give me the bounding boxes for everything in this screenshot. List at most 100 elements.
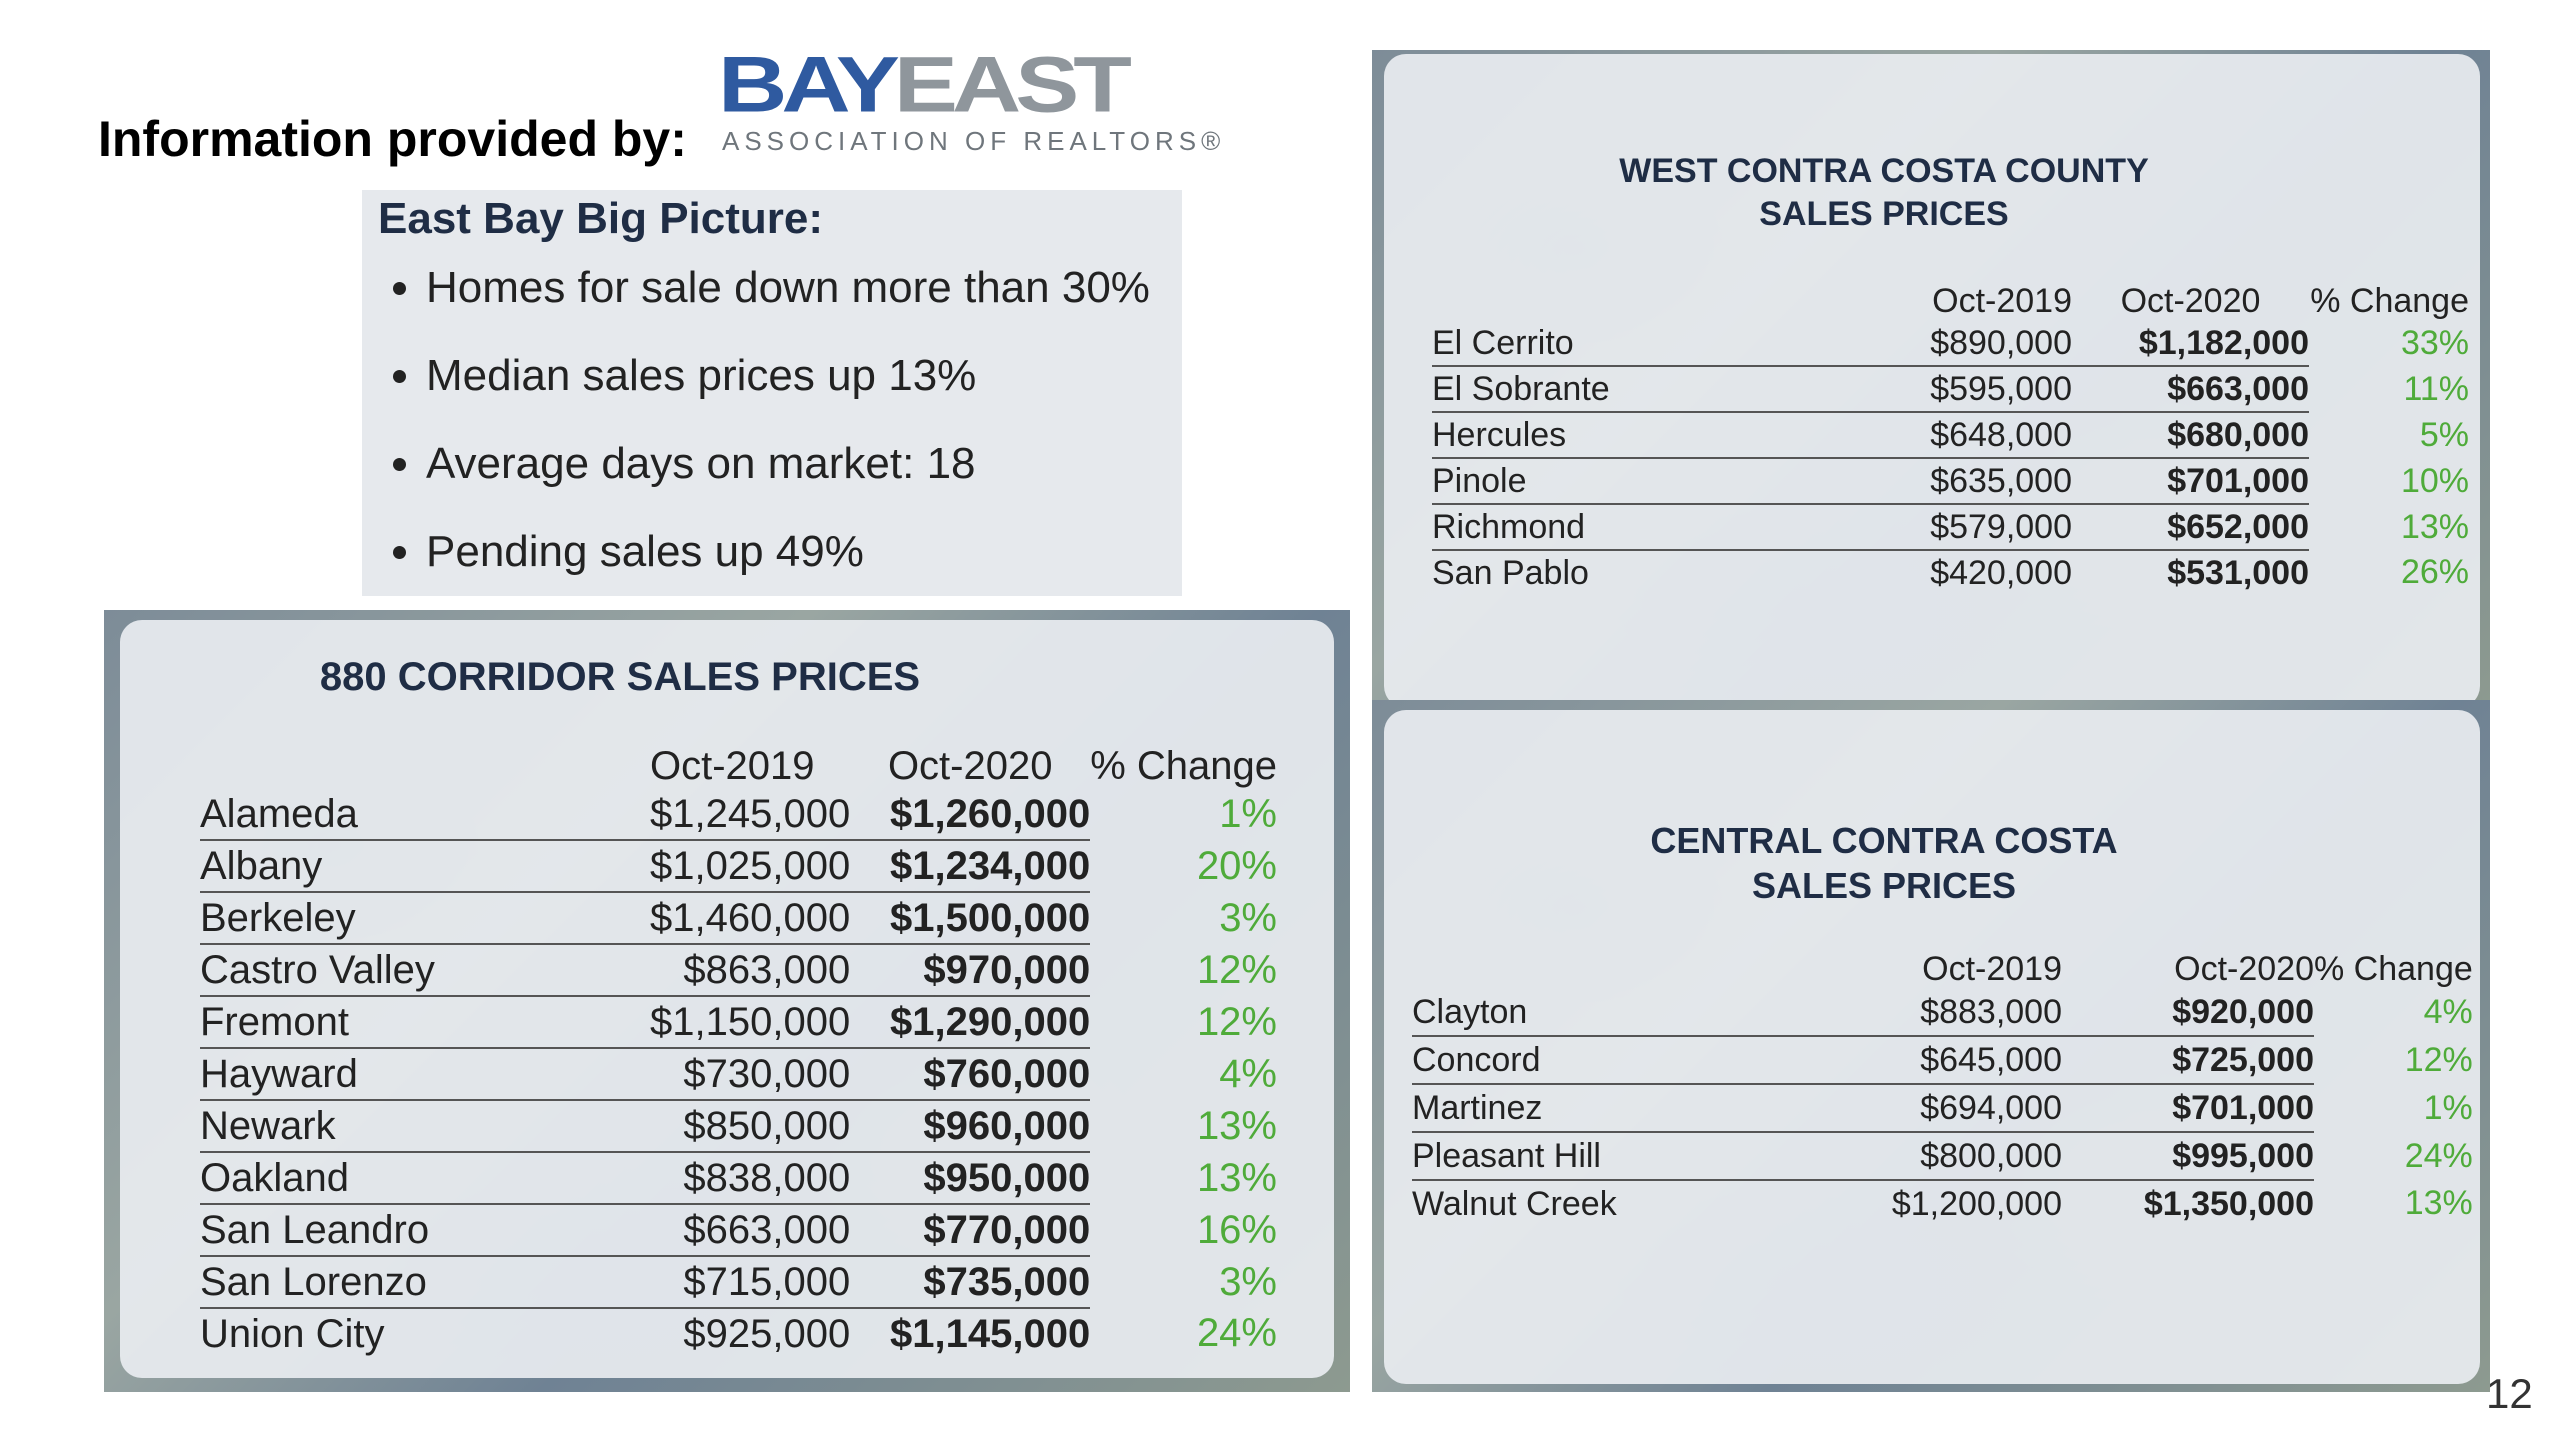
oct2019-cell: $595,000 [1872,366,2072,413]
table-row: Castro Valley $863,000 $970,000 12% [200,944,1277,997]
oct2020-cell: $760,000 [850,1048,1091,1101]
city-cell: Hercules [1432,412,1872,459]
column-header: Oct-2019 [1932,282,2072,320]
city-cell: Hayward [200,1048,650,1101]
column-header: Oct-2020 [887,744,1053,788]
city-cell: Concord [1412,1036,1862,1085]
change-cell: 33% [2400,324,2469,362]
column-header: % Change [2310,282,2469,320]
change-cell: 5% [2419,415,2469,454]
corridor-880-card: 880 CORRIDOR SALES PRICES Oct-2019 Oct-2… [120,620,1334,1378]
oct2019-cell: $694,000 [1862,1084,2062,1133]
city-cell: Richmond [1432,504,1872,551]
big-picture-title: East Bay Big Picture: [378,194,824,243]
column-header: Oct-2019 [650,744,815,788]
change-cell: 4% [1219,1051,1277,1096]
table-row: Walnut Creek $1,200,000 $1,350,000 13% [1412,1180,2473,1227]
central-contra-costa-map-panel: CENTRAL CONTRA COSTA SALES PRICES Oct-20… [1372,700,2490,1392]
table-row: San Lorenzo $715,000 $735,000 3% [200,1256,1277,1309]
central-contra-costa-card: CENTRAL CONTRA COSTA SALES PRICES Oct-20… [1384,710,2480,1384]
oct2020-cell: $701,000 [2072,458,2309,505]
west-contra-costa-card: WEST CONTRA COSTA COUNTY SALES PRICES Oc… [1384,54,2480,708]
table-row: Concord $645,000 $725,000 12% [1412,1036,2473,1085]
table-row: Hayward $730,000 $760,000 4% [200,1048,1277,1101]
city-cell: Albany [200,840,650,893]
table-row: Berkeley $1,460,000 $1,500,000 3% [200,892,1277,945]
city-cell: Union City [200,1311,385,1356]
oct2020-cell: $725,000 [2062,1036,2314,1085]
table-row: Richmond $579,000 $652,000 13% [1432,504,2469,551]
change-cell: 12% [1196,947,1277,992]
oct2019-cell: $800,000 [1862,1132,2062,1181]
oct2020-cell: $531,000 [2167,553,2309,592]
change-cell: 3% [1219,895,1277,940]
city-cell: El Cerrito [1432,321,1872,367]
oct2019-cell: $1,245,000 [650,789,851,841]
oct2020-cell: $1,182,000 [2072,321,2309,367]
oct2019-cell: $715,000 [650,1256,851,1309]
west-contra-costa-map-panel: WEST CONTRA COSTA COUNTY SALES PRICES Oc… [1372,50,2490,710]
oct2020-cell: $1,234,000 [850,840,1091,893]
table-row: Hercules $648,000 $680,000 5% [1432,412,2469,459]
oct2019-cell: $925,000 [683,1311,851,1356]
table-row: El Sobrante $595,000 $663,000 11% [1432,366,2469,413]
oct2019-cell: $1,150,000 [650,996,851,1049]
city-cell: San Pablo [1432,553,1589,592]
oct2020-cell: $1,500,000 [850,892,1091,945]
oct2019-cell: $863,000 [650,944,851,997]
oct2020-cell: $950,000 [850,1152,1091,1205]
oct2020-cell: $770,000 [850,1204,1091,1257]
oct2020-cell: $970,000 [850,944,1091,997]
oct2019-cell: $648,000 [1872,412,2072,459]
corridor-880-title: 880 CORRIDOR SALES PRICES [319,655,921,699]
oct2019-cell: $663,000 [650,1204,851,1257]
big-picture-bullet: Average days on market: 18 [426,436,1150,524]
oct2019-cell: $420,000 [1930,553,2072,592]
corridor-880-table: Oct-2019 Oct-2020 % Change Alameda $1,245… [200,744,1277,1359]
table-row: Albany $1,025,000 $1,234,000 20% [200,840,1277,893]
table-row: Martinez $694,000 $701,000 1% [1412,1084,2473,1133]
oct2019-cell: $635,000 [1872,458,2072,505]
big-picture-bullet: Pending sales up 49% [426,524,1150,612]
city-cell: Newark [200,1100,650,1153]
central-contra-costa-table: Oct-2019 Oct-2020 % Change Clayton $883,0… [1412,950,2473,1227]
change-cell: 13% [2404,1184,2473,1222]
table-row: Union City $925,000 $1,145,000 24% [200,1308,1277,1359]
change-cell: 13% [2400,507,2469,546]
oct2020-cell: $652,000 [2072,504,2309,551]
oct2019-cell: $730,000 [650,1048,851,1101]
provided-by-label: Information provided by: [98,111,687,167]
change-cell: 1% [1219,792,1277,836]
city-cell: Pinole [1432,458,1872,505]
city-cell: San Lorenzo [200,1256,650,1309]
big-picture-list: Homes for sale down more than 30% Median… [362,260,1150,612]
oct2020-cell: $1,290,000 [850,996,1091,1049]
change-cell: 13% [1196,1103,1277,1148]
column-header: Oct-2020 [2174,950,2314,988]
central-contra-costa-title: CENTRAL CONTRA COSTA SALES PRICES [1384,818,2384,908]
column-header: % Change [1090,744,1277,788]
city-cell: Alameda [200,789,650,841]
oct2019-cell: $1,200,000 [1891,1184,2062,1223]
oct2019-cell: $579,000 [1872,504,2072,551]
city-cell: Fremont [200,996,650,1049]
oct2019-cell: $838,000 [650,1152,851,1205]
change-cell: 12% [1196,999,1277,1044]
change-cell: 4% [2423,993,2473,1031]
column-header: % Change [2314,950,2473,988]
central-title-line1: CENTRAL CONTRA COSTA [1650,820,2118,861]
change-cell: 13% [1196,1155,1277,1200]
page-number: 12 [2486,1370,2533,1417]
table-row: Oakland $838,000 $950,000 13% [200,1152,1277,1205]
oct2020-cell: $701,000 [2062,1084,2314,1133]
west-title-line1: WEST CONTRA COSTA COUNTY [1619,152,2149,190]
change-cell: 20% [1196,843,1277,888]
central-title-line2: SALES PRICES [1751,865,2017,906]
table-row: Pleasant Hill $800,000 $995,000 24% [1412,1132,2473,1181]
oct2020-cell: $960,000 [850,1100,1091,1153]
oct2019-cell: $850,000 [650,1100,851,1153]
city-cell: Pleasant Hill [1412,1132,1862,1181]
table-header-row: Oct-2019 Oct-2020 % Change [200,744,1277,789]
table-header-row: Oct-2019 Oct-2020 % Change [1432,282,2469,321]
city-cell: Oakland [200,1152,650,1205]
